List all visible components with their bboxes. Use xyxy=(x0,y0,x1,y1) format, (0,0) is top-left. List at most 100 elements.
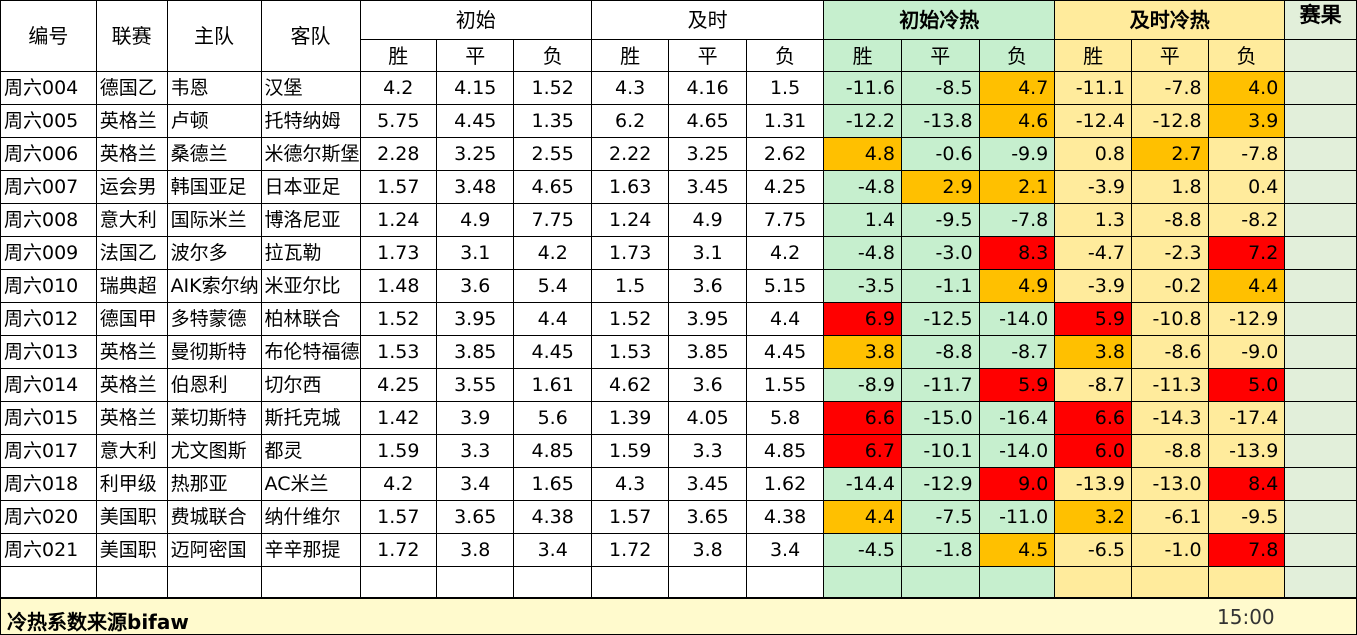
live-heat-draw: -14.3 xyxy=(1130,401,1209,435)
table-row: 周六020 美国职 费城联合 纳什维尔 1.57 3.65 4.38 1.57 3.65 4.38… xyxy=(0,500,1357,534)
live-heat-draw: -6.1 xyxy=(1130,500,1209,534)
result-cell xyxy=(1284,104,1357,138)
live-odds-draw: 3.85 xyxy=(668,335,747,369)
home-team: 韦恩 xyxy=(166,71,262,105)
blank-cell xyxy=(1130,566,1209,600)
match-id: 周六021 xyxy=(0,533,97,567)
live-heat-lose: 4.4 xyxy=(1207,269,1286,303)
blank-cell xyxy=(1207,566,1286,600)
initial-heat-draw: -8.5 xyxy=(900,71,980,105)
initial-heat-draw: -1.8 xyxy=(900,533,980,567)
blank-cell xyxy=(359,566,438,600)
live-heat-lose: -9.0 xyxy=(1207,335,1286,369)
live-odds-win: 1.63 xyxy=(590,170,670,204)
league-name: 英格兰 xyxy=(95,368,168,402)
league-name: 英格兰 xyxy=(95,335,168,369)
initial-odds-win: 2.28 xyxy=(359,137,438,171)
away-team: 托特纳姆 xyxy=(260,104,361,138)
match-id: 周六018 xyxy=(0,467,97,501)
result-cell xyxy=(1284,302,1357,336)
initial-heat-lose: -7.8 xyxy=(978,203,1056,237)
initial-heat-lose: -14.0 xyxy=(978,302,1056,336)
initial-odds-lose: 7.75 xyxy=(513,203,592,237)
live-odds-lose: 4.85 xyxy=(745,434,825,468)
live-heat-win: 6.0 xyxy=(1054,434,1132,468)
away-team: 切尔西 xyxy=(260,368,361,402)
initial-odds-draw: 3.48 xyxy=(436,170,515,204)
live-odds-draw: 4.05 xyxy=(668,401,747,435)
away-team: 博洛尼亚 xyxy=(260,203,361,237)
initial-odds-lose: 4.45 xyxy=(513,335,592,369)
table-row: 周六009 法国乙 波尔多 拉瓦勒 1.73 3.1 4.2 1.73 3.1 4.2 -4.8 -3… xyxy=(0,236,1357,270)
result-cell xyxy=(1284,434,1357,468)
initial-heat-win: -4.5 xyxy=(823,533,902,567)
initial-odds-draw: 3.25 xyxy=(436,137,515,171)
live-odds-win: 1.39 xyxy=(590,401,670,435)
initial-odds-lose: 2.55 xyxy=(513,137,592,171)
league-name: 美国职 xyxy=(95,533,168,567)
header-live-lose: 负 xyxy=(745,39,825,72)
live-heat-win: -13.9 xyxy=(1054,467,1132,501)
live-odds-win: 1.59 xyxy=(590,434,670,468)
table-row: 周六014 英格兰 伯恩利 切尔西 4.25 3.55 1.61 4.62 3.6 1.55 -8.… xyxy=(0,368,1357,402)
initial-heat-draw: -1.1 xyxy=(900,269,980,303)
league-name: 意大利 xyxy=(95,434,168,468)
live-odds-draw: 4.16 xyxy=(668,71,747,105)
initial-odds-draw: 3.6 xyxy=(436,269,515,303)
live-odds-win: 1.5 xyxy=(590,269,670,303)
header-initial-draw: 平 xyxy=(436,39,515,72)
initial-heat-win: 6.6 xyxy=(823,401,902,435)
blank-cell xyxy=(260,566,361,600)
league-name: 英格兰 xyxy=(95,401,168,435)
live-heat-draw: -1.0 xyxy=(1130,533,1209,567)
live-odds-lose: 1.31 xyxy=(745,104,825,138)
initial-odds-lose: 5.4 xyxy=(513,269,592,303)
table-row: 周六018 利甲级 热那亚 AC米兰 4.2 3.4 1.65 4.3 3.45 1.62 -14.… xyxy=(0,467,1357,501)
table-row: 周六021 美国职 迈阿密国 辛辛那提 1.72 3.8 3.4 1.72 3.8 3.4 -4.5… xyxy=(0,533,1357,567)
initial-heat-lose: 5.9 xyxy=(978,368,1056,402)
initial-heat-win: -8.9 xyxy=(823,368,902,402)
header-away: 客队 xyxy=(260,0,361,72)
live-odds-draw: 3.45 xyxy=(668,467,747,501)
initial-odds-win: 4.2 xyxy=(359,71,438,105)
away-team: 米德尔斯堡 xyxy=(260,137,361,171)
header-lheat-draw: 平 xyxy=(1130,39,1209,72)
initial-heat-win: 4.4 xyxy=(823,500,902,534)
live-heat-draw: -12.8 xyxy=(1130,104,1209,138)
live-odds-win: 4.3 xyxy=(590,71,670,105)
result-cell xyxy=(1284,500,1357,534)
live-odds-win: 1.72 xyxy=(590,533,670,567)
live-heat-lose: 7.2 xyxy=(1207,236,1286,270)
live-heat-draw: -2.3 xyxy=(1130,236,1209,270)
live-odds-win: 1.53 xyxy=(590,335,670,369)
header-initial-lose: 负 xyxy=(513,39,592,72)
header-initial-heat: 初始冷热 xyxy=(823,0,1056,40)
blank-cell xyxy=(978,566,1056,600)
blank-cell xyxy=(166,566,262,600)
live-heat-draw: -7.8 xyxy=(1130,71,1209,105)
initial-heat-draw: -13.8 xyxy=(900,104,980,138)
blank-cell xyxy=(668,566,747,600)
initial-heat-lose: -11.0 xyxy=(978,500,1056,534)
odds-table: 编号 联赛 主队 客队 初始 及时 初始冷热 及时冷热 赛果 胜 平 负 胜 平… xyxy=(0,0,1357,600)
result-cell xyxy=(1284,335,1357,369)
initial-heat-lose: -9.9 xyxy=(978,137,1056,171)
initial-heat-win: -4.8 xyxy=(823,236,902,270)
time-label: 15:00 xyxy=(1217,605,1275,629)
initial-heat-lose: -8.7 xyxy=(978,335,1056,369)
live-heat-win: 3.2 xyxy=(1054,500,1132,534)
initial-heat-draw: -12.5 xyxy=(900,302,980,336)
initial-odds-win: 1.57 xyxy=(359,500,438,534)
live-odds-win: 1.52 xyxy=(590,302,670,336)
initial-heat-draw: -0.6 xyxy=(900,137,980,171)
table-row: 周六010 瑞典超 AIK索尔纳 米亚尔比 1.48 3.6 5.4 1.5 3.6 5.15 -3… xyxy=(0,269,1357,303)
table-row: 周六015 英格兰 莱切斯特 斯托克城 1.42 3.9 5.6 1.39 4.05 5.8 6.6… xyxy=(0,401,1357,435)
live-odds-lose: 4.2 xyxy=(745,236,825,270)
live-odds-lose: 4.38 xyxy=(745,500,825,534)
live-heat-draw: 2.7 xyxy=(1130,137,1209,171)
live-heat-lose: -17.4 xyxy=(1207,401,1286,435)
initial-heat-lose: 4.5 xyxy=(978,533,1056,567)
live-heat-draw: -10.8 xyxy=(1130,302,1209,336)
live-heat-draw: -8.6 xyxy=(1130,335,1209,369)
initial-odds-lose: 1.35 xyxy=(513,104,592,138)
